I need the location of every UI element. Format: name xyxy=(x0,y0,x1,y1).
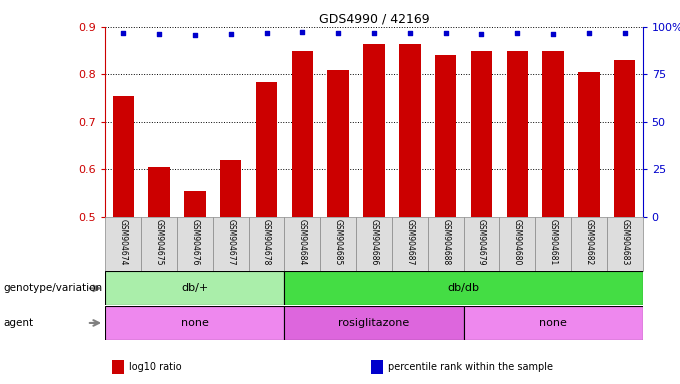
Point xyxy=(440,30,451,36)
Text: GSM904680: GSM904680 xyxy=(513,218,522,265)
Text: percentile rank within the sample: percentile rank within the sample xyxy=(388,362,553,372)
Bar xyxy=(614,60,635,217)
Bar xyxy=(363,43,385,217)
Text: GSM904685: GSM904685 xyxy=(334,218,343,265)
Bar xyxy=(435,55,456,217)
Point xyxy=(476,30,487,36)
Bar xyxy=(220,160,241,217)
Text: db/db: db/db xyxy=(447,283,479,293)
Point xyxy=(118,30,129,36)
Bar xyxy=(213,217,249,271)
Bar xyxy=(113,96,134,217)
Bar xyxy=(471,51,492,217)
Bar xyxy=(428,217,464,271)
Text: GSM904684: GSM904684 xyxy=(298,218,307,265)
Text: genotype/variation: genotype/variation xyxy=(3,283,103,293)
Point xyxy=(154,31,165,38)
Text: log10 ratio: log10 ratio xyxy=(129,362,182,372)
Text: none: none xyxy=(181,318,209,328)
Bar xyxy=(320,217,356,271)
Bar xyxy=(105,217,141,271)
Text: GSM904676: GSM904676 xyxy=(190,218,199,265)
Text: GSM904683: GSM904683 xyxy=(620,218,629,265)
Bar xyxy=(356,217,392,271)
Bar xyxy=(292,51,313,217)
Point xyxy=(547,30,558,36)
Bar xyxy=(392,217,428,271)
Bar xyxy=(256,81,277,217)
Text: GSM904687: GSM904687 xyxy=(405,218,414,265)
Bar xyxy=(284,217,320,271)
Bar xyxy=(148,167,170,217)
Bar xyxy=(184,191,205,217)
Text: GSM904674: GSM904674 xyxy=(119,218,128,265)
Text: GSM904678: GSM904678 xyxy=(262,218,271,265)
Text: db/+: db/+ xyxy=(182,283,209,293)
Point xyxy=(369,30,379,36)
Bar xyxy=(249,217,284,271)
Bar xyxy=(328,70,349,217)
Text: GSM904686: GSM904686 xyxy=(369,218,379,265)
Bar xyxy=(105,271,284,305)
Point xyxy=(405,30,415,36)
Bar xyxy=(535,217,571,271)
Point xyxy=(297,28,308,35)
Text: none: none xyxy=(539,318,567,328)
Bar xyxy=(499,217,535,271)
Text: GSM904675: GSM904675 xyxy=(154,218,164,265)
Title: GDS4990 / 42169: GDS4990 / 42169 xyxy=(319,13,429,26)
Text: GSM904677: GSM904677 xyxy=(226,218,235,265)
Point xyxy=(583,30,594,36)
Bar xyxy=(571,217,607,271)
Bar xyxy=(284,306,464,340)
Bar xyxy=(177,217,213,271)
Text: rosiglitazone: rosiglitazone xyxy=(339,318,409,328)
Bar xyxy=(578,72,600,217)
Bar xyxy=(543,51,564,217)
Point xyxy=(333,30,343,36)
Point xyxy=(190,32,201,38)
Text: GSM904688: GSM904688 xyxy=(441,218,450,265)
Bar xyxy=(607,217,643,271)
Text: agent: agent xyxy=(3,318,33,328)
Point xyxy=(512,30,523,36)
Point xyxy=(261,30,272,36)
Bar xyxy=(284,271,643,305)
Text: GSM904681: GSM904681 xyxy=(549,218,558,265)
Bar xyxy=(141,217,177,271)
Text: GSM904682: GSM904682 xyxy=(584,218,594,265)
Bar xyxy=(464,217,499,271)
Text: GSM904679: GSM904679 xyxy=(477,218,486,265)
Bar xyxy=(399,43,420,217)
Point xyxy=(225,31,236,38)
Bar xyxy=(507,51,528,217)
Bar xyxy=(464,306,643,340)
Bar xyxy=(105,306,284,340)
Point xyxy=(619,30,630,36)
